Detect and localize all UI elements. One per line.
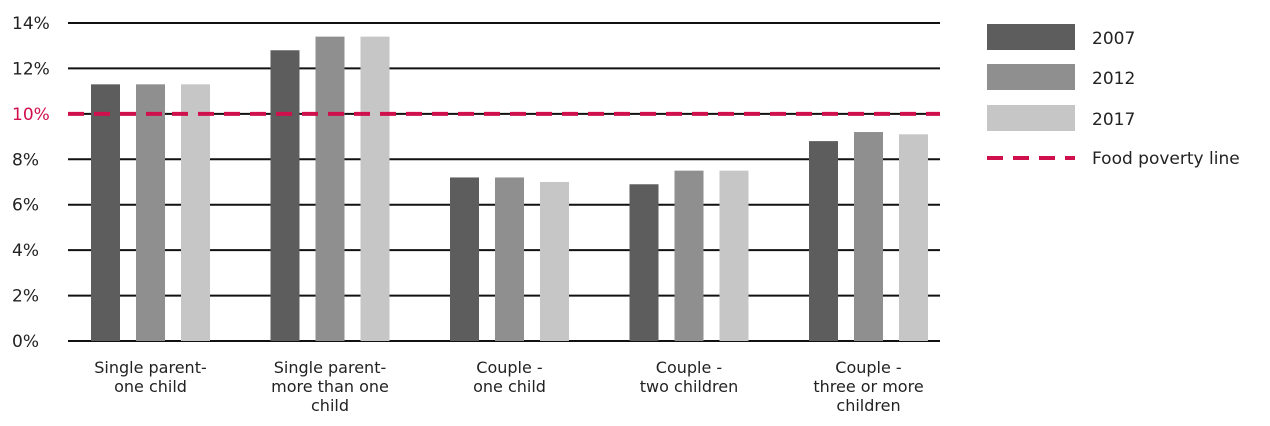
- bar-2017-1: [360, 36, 390, 341]
- y-axis-ticks: 0% 2% 4% 6% 8% 10% 12% 14%: [12, 14, 50, 352]
- y-tick-label: 6%: [12, 196, 39, 216]
- legend-label-2012: 2012: [1092, 69, 1135, 89]
- bar-2007-1: [270, 50, 300, 341]
- legend-label-2007: 2007: [1092, 29, 1135, 49]
- legend: 2007 2012 2017 Food poverty line: [987, 24, 1240, 169]
- bar-2017-3: [719, 170, 749, 341]
- x-tick-label: Couple -three or more children: [813, 358, 923, 415]
- bars: [91, 36, 928, 341]
- bar-2017-4: [899, 134, 928, 341]
- bar-2012-0: [136, 84, 165, 341]
- x-tick-label: Single parent-more than one child: [271, 358, 389, 415]
- legend-swatch-2012: [987, 64, 1075, 90]
- x-tick-label: Couple -one child: [473, 358, 546, 396]
- bar-2017-0: [181, 84, 210, 341]
- bar-2017-2: [540, 182, 569, 341]
- legend-swatch-2007: [987, 24, 1075, 50]
- y-tick-label: 4%: [12, 241, 39, 261]
- bar-2007-4: [809, 141, 838, 341]
- bar-2007-3: [629, 184, 659, 341]
- legend-label-food-poverty-line: Food poverty line: [1092, 149, 1240, 169]
- y-tick-label: 12%: [12, 59, 50, 79]
- y-tick-label: 2%: [12, 287, 39, 307]
- y-tick-label: 10%: [12, 105, 50, 125]
- legend-label-2017: 2017: [1092, 110, 1135, 130]
- x-tick-label: Single parent-one child: [94, 358, 207, 396]
- y-tick-label: 0%: [12, 332, 39, 352]
- bar-2007-2: [450, 177, 479, 341]
- bar-2012-3: [674, 170, 704, 341]
- bar-2007-0: [91, 84, 120, 341]
- y-tick-label: 14%: [12, 14, 50, 34]
- y-tick-label: 8%: [12, 150, 39, 170]
- legend-swatch-2017: [987, 105, 1075, 131]
- x-tick-label: Couple -two children: [640, 358, 738, 396]
- bar-2012-1: [315, 36, 345, 341]
- x-axis-ticks: Single parent-one child Single parent-mor…: [94, 358, 923, 415]
- bar-2012-2: [495, 177, 524, 341]
- bar-2012-4: [854, 132, 883, 341]
